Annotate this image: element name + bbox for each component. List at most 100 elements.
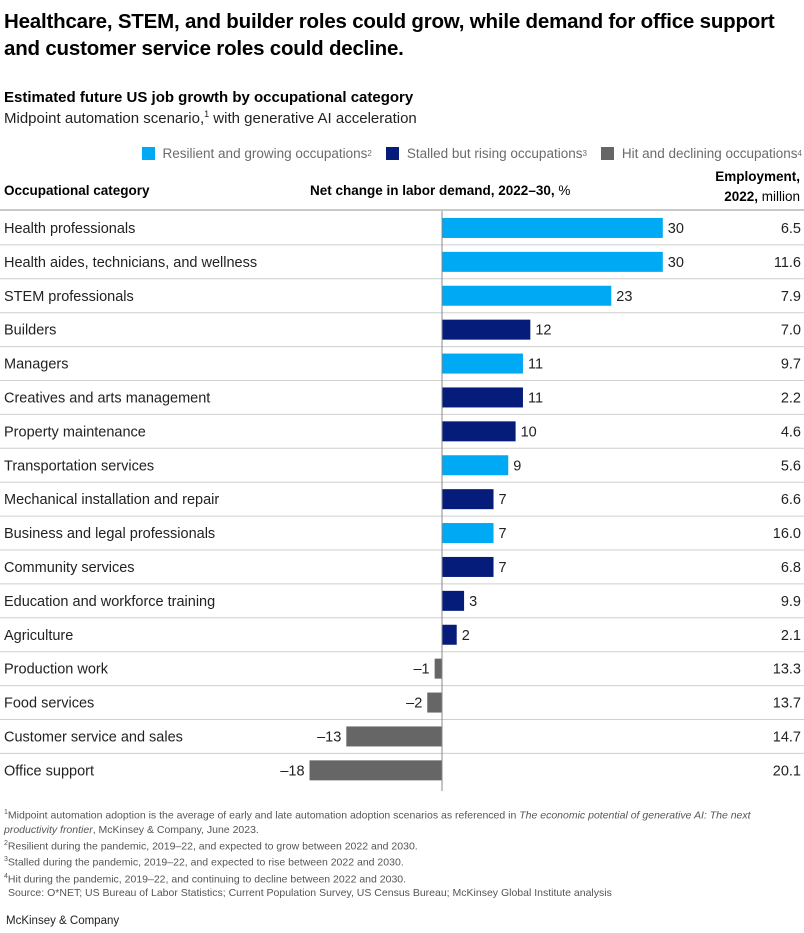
value-label: 12 <box>535 323 551 339</box>
legend-item-resilient: Resilient and growing occupations 2 <box>141 146 372 161</box>
chart-title: Estimated future US job growth by occupa… <box>4 89 414 106</box>
employment-value: 5.6 <box>781 458 801 474</box>
legend-label: Hit and declining occupations <box>621 146 798 161</box>
footnotes: 1Midpoint automation adoption is the ave… <box>4 806 804 900</box>
bar-hit <box>346 726 442 747</box>
footnote-ref-1: 1 <box>204 109 210 119</box>
bar-resilient <box>442 285 612 306</box>
bar-stalled <box>442 319 531 340</box>
column-header-employment: Employment, 2022, million <box>715 167 800 207</box>
category-label: Education and workforce training <box>4 594 215 610</box>
bar-stalled <box>442 556 494 577</box>
employment-value: 6.5 <box>781 221 801 237</box>
employment-label: Employment, <box>715 169 800 184</box>
value-label: –18 <box>280 763 304 779</box>
bar-resilient <box>442 217 663 238</box>
bar-stalled <box>442 387 523 408</box>
bar-stalled <box>442 624 457 645</box>
employment-value: 14.7 <box>773 729 801 745</box>
legend-label: Stalled but rising occupations <box>406 146 583 161</box>
bar-hit <box>427 692 442 713</box>
bar-resilient <box>442 523 494 544</box>
category-label: Managers <box>4 357 68 373</box>
source-note: Source: O*NET; US Bureau of Labor Statis… <box>8 887 612 899</box>
header-divider <box>0 209 804 211</box>
legend-footnote-ref: 2 <box>367 149 372 158</box>
legend-swatch-stalled <box>385 147 399 160</box>
legend-label: Resilient and growing occupations <box>162 146 368 161</box>
subtitle-text-tail: with generative AI acceleration <box>209 110 417 127</box>
employment-value: 16.0 <box>773 526 801 542</box>
value-label: –1 <box>413 662 429 678</box>
employment-unit: million <box>757 189 800 204</box>
category-label: Creatives and arts management <box>4 390 210 406</box>
employment-value: 2.1 <box>781 628 801 644</box>
category-label: Health aides, technicians, and wellness <box>4 255 257 271</box>
employment-value: 4.6 <box>781 424 801 440</box>
bar-stalled <box>442 590 465 611</box>
employment-value: 11.6 <box>774 255 801 271</box>
footnote-4: 4Hit during the pandemic, 2019–22, and c… <box>4 870 804 887</box>
value-label: –2 <box>406 696 422 712</box>
bar-stalled <box>442 421 516 442</box>
value-label: 7 <box>499 560 507 576</box>
legend-footnote-ref: 4 <box>797 149 802 158</box>
category-label: Transportation services <box>4 458 154 474</box>
bar-hit <box>309 760 442 781</box>
value-label: 7 <box>499 492 507 508</box>
employment-value: 7.0 <box>781 323 801 339</box>
value-label: 11 <box>528 390 543 406</box>
footnote-4-marker: 4 <box>4 872 8 880</box>
footnote-1-marker: 1 <box>4 809 8 816</box>
legend-item-stalled: Stalled but rising occupations 3 <box>385 146 587 161</box>
category-label: Community services <box>4 560 135 576</box>
value-label: 2 <box>462 628 470 644</box>
category-label: Builders <box>4 323 56 339</box>
subtitle-text: Midpoint automation scenario, <box>4 110 205 127</box>
employment-value: 9.7 <box>781 357 801 373</box>
employment-year: 2022, <box>724 189 758 204</box>
column-header-net-change: Net change in labor demand, 2022–30, % <box>310 183 570 198</box>
bar-resilient <box>442 353 523 374</box>
employment-value: 20.1 <box>773 763 801 779</box>
chart-headline: Healthcare, STEM, and builder roles coul… <box>4 10 775 60</box>
footnote-1-citation: The economic potential of generative AI:… <box>4 809 751 836</box>
brand-logo-text: McKinsey & Company <box>6 915 120 927</box>
bar-stalled <box>442 489 494 510</box>
category-label: Mechanical installation and repair <box>4 492 219 508</box>
employment-value: 6.6 <box>781 492 801 508</box>
net-change-unit: % <box>554 183 571 198</box>
footnote-2-marker: 2 <box>4 839 8 847</box>
value-label: 11 <box>528 357 543 373</box>
value-label: –13 <box>317 729 341 745</box>
value-label: 23 <box>616 289 632 305</box>
category-label: Property maintenance <box>4 424 146 440</box>
category-label: STEM professionals <box>4 289 134 305</box>
category-label: Agriculture <box>4 628 73 644</box>
footnote-1-tail: , McKinsey & Company, June 2023. <box>92 823 259 836</box>
bar-resilient <box>442 455 509 476</box>
legend-swatch-resilient <box>141 147 155 160</box>
employment-value: 13.7 <box>773 696 801 712</box>
footnote-3: 3Stalled during the pandemic, 2019–22, a… <box>4 853 804 870</box>
footnote-2-text: Resilient during the pandemic, 2019–22, … <box>7 840 418 852</box>
category-label: Office support <box>4 763 94 779</box>
bar-chart: Health professionals 30 6.5 Health aides, t… <box>0 211 804 791</box>
bar-resilient <box>442 251 663 272</box>
employment-value: 2.2 <box>781 390 801 406</box>
footnote-3-marker: 3 <box>4 856 8 863</box>
employment-value: 9.9 <box>781 594 801 610</box>
legend-footnote-ref: 3 <box>582 149 587 158</box>
value-label: 10 <box>521 424 537 440</box>
bar-hit <box>434 658 442 679</box>
value-label: 30 <box>668 255 684 271</box>
employment-value: 6.8 <box>781 560 801 576</box>
chart-subtitle: Midpoint automation scenario,1 with gene… <box>4 109 417 127</box>
legend-item-hit: Hit and declining occupations 4 <box>600 146 802 161</box>
value-label: 30 <box>668 221 684 237</box>
value-label: 3 <box>469 594 477 610</box>
category-label: Business and legal professionals <box>4 526 215 542</box>
employment-value: 7.9 <box>781 289 801 305</box>
employment-value: 13.3 <box>773 662 801 678</box>
footnote-4-text: Hit during the pandemic, 2019–22, and co… <box>7 873 407 885</box>
